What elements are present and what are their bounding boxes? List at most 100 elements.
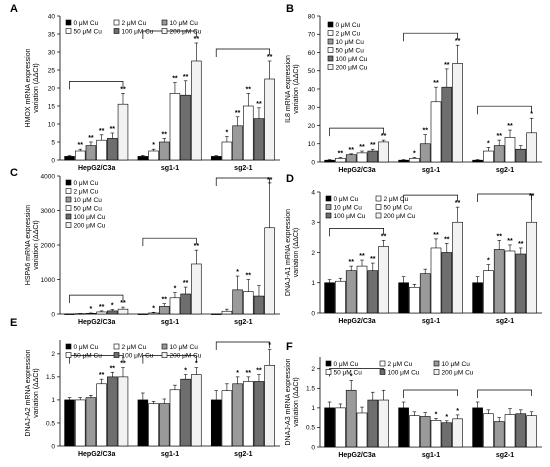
- significance-mark: *: [152, 142, 155, 149]
- legend-label: 0 μM Cu: [74, 20, 99, 27]
- bar: [345, 270, 357, 314]
- category-label: sg2-1: [496, 167, 514, 174]
- legend-swatch: [161, 352, 168, 358]
- significance-mark: *: [236, 370, 239, 377]
- bar: [243, 105, 254, 161]
- legend-swatch: [325, 369, 332, 375]
- bar: [452, 418, 463, 448]
- y-tick-label: 1: [311, 405, 315, 412]
- panel-b: B 0 10 20 30 40 50 60 70 80 IL8 mRNA expressionvar…: [285, 3, 542, 174]
- significance-mark: **: [370, 142, 376, 149]
- significance-mark: **: [110, 365, 116, 372]
- category-label: sg2-1: [496, 452, 514, 459]
- bar: [345, 389, 357, 448]
- comparison-bracket: [477, 389, 532, 398]
- y-axis-title-line1: IL8 mRNA expression: [285, 55, 292, 123]
- significance-mark: **: [120, 361, 126, 368]
- y-tick-label: 1: [311, 280, 315, 287]
- bar: [117, 103, 129, 161]
- bar: [409, 415, 420, 448]
- bar: [243, 381, 254, 447]
- y-axis-title-line2: variation (ΔΔCt): [33, 220, 40, 269]
- category-label: sg2-1: [496, 318, 514, 325]
- bar: [398, 407, 409, 448]
- category-label: sg1-1: [422, 167, 440, 174]
- y-tick-label: 0: [51, 311, 55, 318]
- legend-label: 2 μM Cu: [74, 188, 99, 195]
- legend-swatch: [65, 213, 72, 220]
- legend-swatch: [65, 188, 72, 194]
- bar: [107, 376, 118, 447]
- bar: [221, 141, 233, 161]
- bar: [324, 159, 335, 163]
- significance-mark: *: [226, 130, 229, 137]
- significance-mark: **: [338, 150, 344, 157]
- category-label: sg1-1: [422, 318, 440, 325]
- significance-mark: **: [496, 133, 502, 140]
- legend-label: 100 μM Cu: [74, 214, 106, 221]
- significance-mark: **: [348, 147, 354, 154]
- y-tick-label: 15: [48, 103, 56, 110]
- panel-letter: D: [286, 173, 294, 185]
- bar: [85, 145, 97, 161]
- y-tick-label: 0: [51, 157, 55, 164]
- bar: [430, 247, 442, 314]
- bar: [493, 145, 505, 163]
- significance-mark: **: [348, 259, 354, 266]
- bar: [483, 270, 494, 314]
- bar: [180, 378, 191, 447]
- y-axis-title: DNAJ-A2 mRNA expressionvariation (ΔΔCt): [25, 349, 40, 436]
- bar: [169, 93, 181, 161]
- y-axis-title-line1: HMOX mRNA expression: [25, 48, 32, 127]
- significance-mark: **: [433, 232, 439, 239]
- y-axis-title-line1: DNAJ-A3 mRNA expression: [285, 358, 292, 445]
- bar: [117, 308, 129, 315]
- significance-mark: **: [246, 370, 252, 377]
- significance-mark: **: [370, 256, 376, 263]
- bar: [243, 291, 254, 315]
- significance-mark: **: [256, 101, 262, 108]
- y-tick-label: 20: [48, 85, 56, 92]
- comparison-bracket: [69, 355, 124, 364]
- legend-label: 200 μM Cu: [74, 222, 106, 229]
- comparison-bracket: [477, 105, 532, 115]
- legend-label: 50 μM Cu: [74, 352, 103, 359]
- bar: [515, 413, 527, 448]
- bar: [169, 297, 181, 315]
- significance-mark: **: [433, 80, 439, 87]
- bar: [210, 399, 222, 447]
- bar: [430, 101, 442, 163]
- bar: [137, 399, 149, 447]
- significance-mark: *: [456, 408, 459, 415]
- category-label: HepG2/C3a: [338, 167, 375, 174]
- legend-label: 100 μM Cu: [336, 56, 368, 63]
- bar: [409, 158, 420, 163]
- bar: [137, 156, 149, 161]
- legend-swatch: [65, 205, 72, 211]
- significance-mark: *: [487, 140, 490, 147]
- comparison-bracket: [329, 228, 384, 237]
- legend-swatch: [327, 64, 334, 70]
- significance-mark: **: [194, 243, 200, 250]
- bar: [324, 282, 335, 314]
- category-label: HepG2/C3a: [338, 452, 375, 459]
- legend-label: 10 μM Cu: [442, 361, 471, 368]
- y-tick-label: 3000: [41, 208, 56, 215]
- comparison-bracket: [403, 194, 458, 204]
- bar: [335, 407, 346, 448]
- legend-swatch: [161, 19, 168, 26]
- comparison-bracket: [142, 30, 197, 39]
- bar: [232, 383, 243, 447]
- bar: [117, 376, 129, 447]
- legend-swatch: [379, 369, 386, 375]
- y-axis-title-line2: variation (ΔΔCt): [293, 377, 300, 426]
- comparison-bracket: [403, 389, 458, 398]
- legend-swatch: [65, 179, 72, 186]
- legend-swatch: [65, 196, 72, 203]
- bar: [378, 141, 389, 163]
- bar: [107, 138, 118, 161]
- significance-mark: *: [195, 361, 198, 368]
